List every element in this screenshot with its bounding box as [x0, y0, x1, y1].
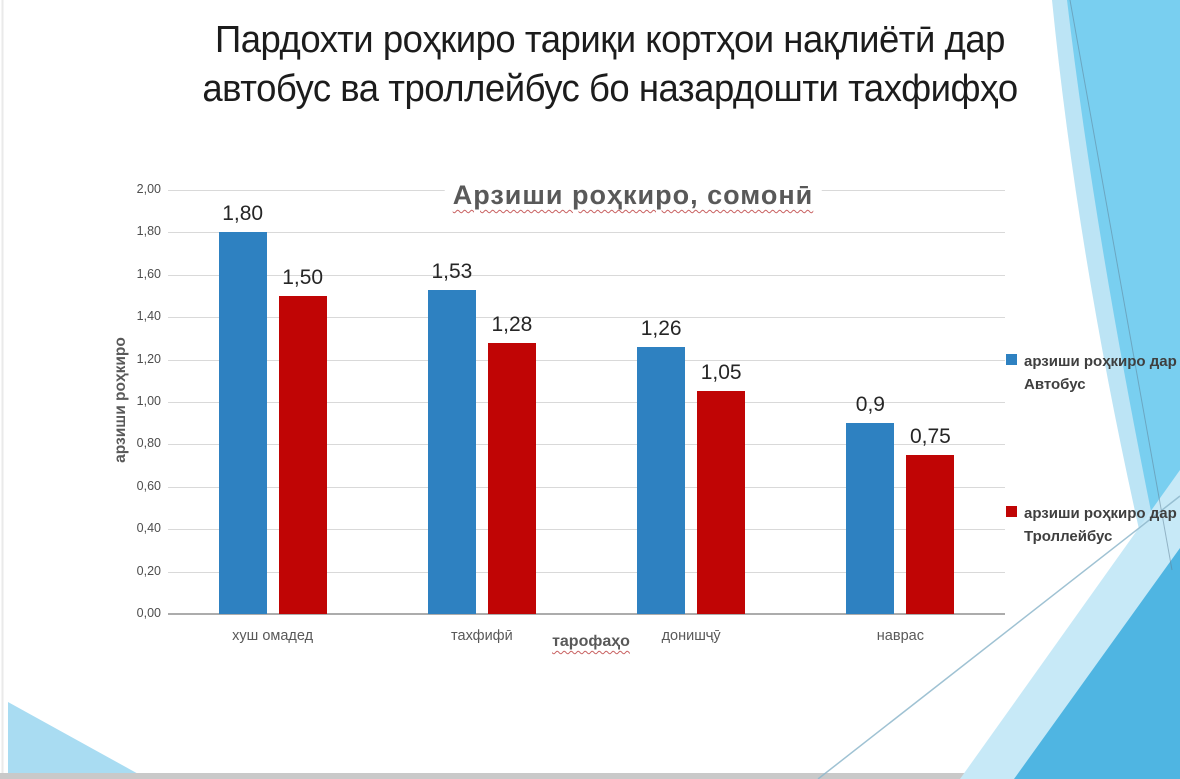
y-tick-label: 0,40	[136, 521, 161, 536]
y-tick-label: 1,60	[136, 266, 161, 281]
y-tick-label: 0,00	[136, 606, 161, 620]
gridline	[168, 571, 1005, 573]
bottom-strip	[0, 773, 1180, 779]
x-category-label: наврас	[876, 628, 924, 644]
bus-bar	[637, 346, 686, 614]
diagonal-line-lower	[817, 495, 1180, 779]
bar-value-label: 1,26	[640, 316, 682, 340]
gridline	[168, 402, 1005, 403]
trolleybus-bar	[906, 455, 955, 614]
legend-marker-square	[1006, 354, 1017, 365]
y-tick-label: 1,40	[136, 309, 161, 324]
gridline	[168, 317, 1005, 319]
slide-title-line-1: Пардохти роҳкиро тариқи кортҳои нақлиётӣ…	[215, 19, 1005, 61]
legend-label: арзиши роҳкиро дар Автобус	[1024, 353, 1177, 394]
bottom-right-triangle	[1014, 548, 1180, 779]
bus-bar	[427, 289, 476, 614]
legend-item: арзиши роҳкиро дар Троллейбус	[1006, 502, 1178, 549]
trolleybus-bar	[278, 296, 327, 614]
x-category-label: тахфифӣ	[451, 628, 513, 644]
y-tick-label: 0,60	[136, 478, 161, 493]
chart-title: Арзиши роҳкиро, сомонӣ	[444, 180, 822, 211]
slide-title: Пардохти роҳкиро тариқи кортҳои нақлиётӣ…	[92, 16, 1129, 114]
top-right-wedge	[1067, 0, 1180, 650]
trolleybus-bar	[697, 391, 746, 614]
bar-value-label: 1,05	[700, 361, 742, 385]
gridline	[168, 529, 1005, 531]
diagonal-line-upper	[1069, 0, 1173, 571]
slide-title-line-2: автобус ва троллейбус бо назардошти тахф…	[202, 68, 1018, 110]
bottom-left-wedge	[8, 702, 142, 776]
legend-item: арзиши роҳкиро дар Автобус	[1006, 350, 1178, 397]
legend-label: арзиши роҳкиро дар Троллейбус	[1024, 505, 1177, 546]
bar-value-label: 1,28	[491, 312, 533, 336]
gridline	[168, 359, 1005, 361]
trolleybus-bar	[487, 342, 536, 614]
x-category-label: хуш омадед	[232, 628, 314, 644]
legend-marker-square	[1006, 506, 1017, 517]
x-axis-title: тарофаҳо	[552, 633, 630, 650]
bus-bar	[846, 423, 895, 614]
bar-value-label: 0,9	[855, 393, 885, 417]
y-tick-label: 2,00	[136, 182, 161, 196]
y-tick-label: 1,00	[136, 394, 161, 408]
bus-bar	[218, 232, 267, 614]
bar-value-label: 1,50	[282, 266, 324, 289]
y-tick-label: 0,20	[136, 563, 161, 578]
gridline	[168, 444, 1005, 446]
bar-value-label: 1,53	[431, 259, 473, 283]
gridline	[168, 232, 1005, 234]
y-tick-label: 0,80	[136, 436, 161, 451]
y-tick-label: 1,20	[136, 351, 161, 366]
gridline	[168, 486, 1005, 488]
x-category-label: донишҷӯ	[661, 628, 721, 644]
x-axis-line	[168, 613, 1005, 615]
gridline	[168, 274, 1005, 276]
bar-value-label: 0,75	[909, 425, 951, 448]
bar-value-label: 1,80	[222, 202, 264, 226]
y-tick-label: 1,80	[136, 224, 161, 239]
